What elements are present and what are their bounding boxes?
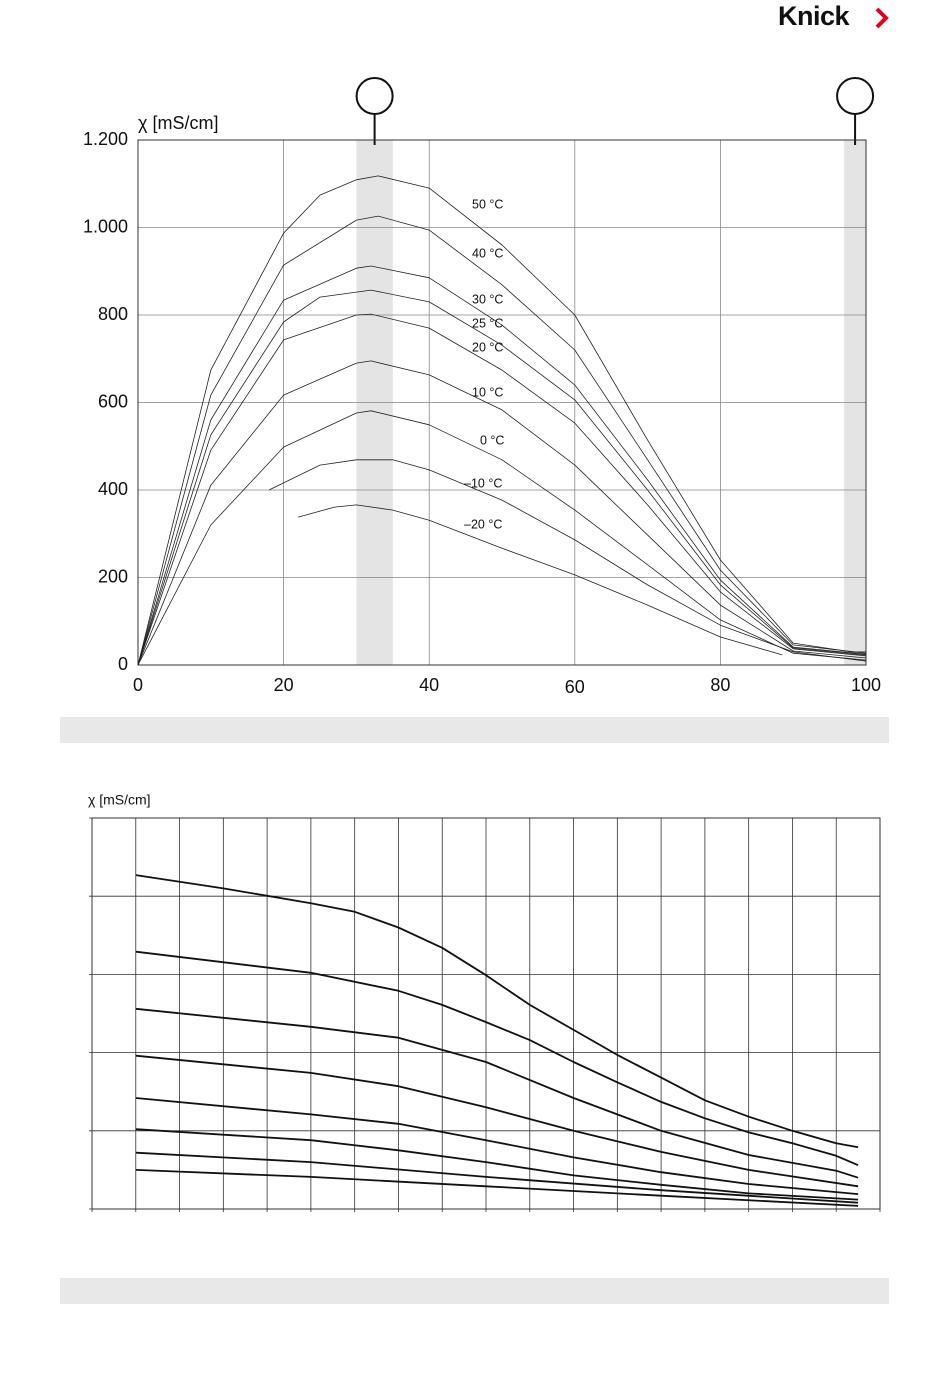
plot-frame — [91, 817, 881, 1210]
y-tick-label: 200 — [98, 566, 128, 586]
series-line — [135, 1007, 859, 1179]
separator-bar — [60, 717, 889, 743]
callout-circle — [355, 77, 394, 115]
series-label: 0 °C — [480, 433, 504, 447]
x-tick-label: 100 — [851, 675, 881, 695]
series-line — [137, 410, 867, 666]
series-line — [135, 950, 859, 1167]
x-tick-label: 60 — [565, 677, 585, 697]
series-line — [135, 1128, 859, 1201]
series-line — [135, 874, 859, 1149]
series-line — [137, 175, 866, 666]
y-tick-label: 0 — [118, 654, 128, 674]
y-tick-label: 800 — [98, 304, 128, 324]
series-line — [268, 459, 867, 662]
series-line — [135, 1169, 859, 1207]
y-axis-label: χ [mS/cm] — [138, 113, 218, 133]
logo-chevron — [875, 7, 889, 29]
series-label: 10 °C — [472, 385, 503, 399]
y-axis-label: χ [mS/cm] — [88, 792, 151, 808]
logo: Knick — [778, 1, 851, 31]
series-label: –20 °C — [464, 517, 502, 531]
x-tick-label: 80 — [710, 675, 730, 695]
callout-circle — [836, 77, 875, 115]
series-label: 50 °C — [472, 197, 503, 211]
plot-frame — [137, 139, 867, 666]
series-label: 30 °C — [472, 292, 503, 306]
y-tick-label: 600 — [98, 391, 128, 411]
y-tick-label: 1.200 — [83, 129, 128, 149]
series-line — [135, 1054, 859, 1188]
x-tick-label: 40 — [419, 675, 439, 695]
series-line — [135, 1097, 859, 1195]
series-label: 40 °C — [472, 246, 503, 260]
series-line — [137, 313, 867, 666]
series-line — [298, 504, 783, 656]
series-label: 20 °C — [472, 340, 503, 354]
series-line — [135, 1151, 859, 1204]
series-line — [137, 215, 867, 666]
separator-bar — [60, 1278, 889, 1304]
series-label: 25 °C — [472, 316, 503, 330]
series-line — [137, 265, 867, 666]
y-tick-label: 400 — [98, 479, 128, 499]
x-tick-label: 0 — [133, 675, 143, 695]
y-tick-label: 1.000 — [83, 216, 128, 236]
x-tick-label: 20 — [274, 675, 294, 695]
series-label: –10 °C — [464, 476, 502, 490]
series-line — [137, 289, 867, 666]
series-line — [137, 360, 867, 666]
